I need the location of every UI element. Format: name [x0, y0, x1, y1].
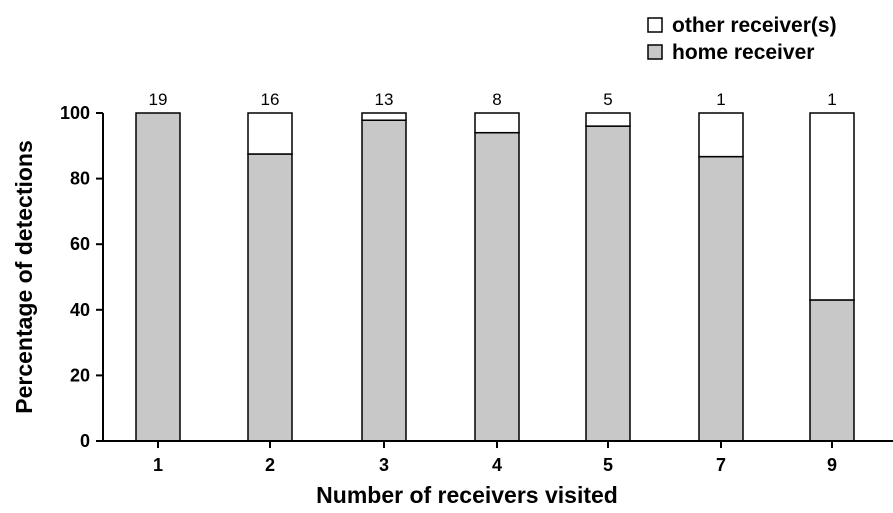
- bars-layer: [135, 112, 855, 442]
- legend-swatch: [647, 17, 663, 33]
- y-tick-label: 100: [60, 103, 90, 123]
- bar-other-3: [361, 112, 407, 121]
- legend-label: other receiver(s): [672, 14, 837, 37]
- x-tick-label: 2: [265, 455, 275, 475]
- legend: other receiver(s) home receiver: [647, 14, 837, 64]
- bar-other-2: [247, 112, 293, 155]
- x-tick-label: 4: [492, 455, 502, 475]
- x-tick-label: 3: [379, 455, 389, 475]
- bar-home-2: [247, 153, 293, 442]
- bar-home-5: [585, 125, 631, 442]
- legend-label: home receiver: [672, 41, 814, 64]
- y-tick-label: 40: [70, 300, 90, 320]
- legend-swatch: [647, 44, 663, 60]
- bar-other-7: [698, 112, 744, 158]
- bar-other-9: [809, 112, 855, 301]
- bar-count-label: 19: [149, 90, 168, 109]
- y-axis-title: Percentage of detections: [11, 140, 37, 414]
- bar-count-label: 5: [603, 90, 612, 109]
- bar-count-label: 16: [261, 90, 280, 109]
- bar-other-4: [474, 112, 520, 134]
- bar-count-label: 13: [375, 90, 394, 109]
- y-tick-label: 0: [80, 431, 90, 451]
- bar-count-label: 1: [827, 90, 836, 109]
- y-tick-label: 80: [70, 169, 90, 189]
- bar-home-3: [361, 119, 407, 442]
- bar-home-9: [809, 299, 855, 442]
- y-tick-label: 20: [70, 365, 90, 385]
- bar-home-7: [698, 155, 744, 442]
- x-tick-label: 7: [716, 455, 726, 475]
- bar-home-1: [135, 112, 181, 442]
- bar-other-5: [585, 112, 631, 127]
- bar-home-4: [474, 131, 520, 442]
- bar-count-label: 1: [716, 90, 725, 109]
- x-tick-label: 9: [827, 455, 837, 475]
- axes-layer: [96, 112, 893, 448]
- y-tick-label: 60: [70, 234, 90, 254]
- x-tick-label: 5: [603, 455, 613, 475]
- x-axis-title: Number of receivers visited: [316, 482, 618, 508]
- bar-count-label: 8: [492, 90, 501, 109]
- x-tick-label: 1: [153, 455, 163, 475]
